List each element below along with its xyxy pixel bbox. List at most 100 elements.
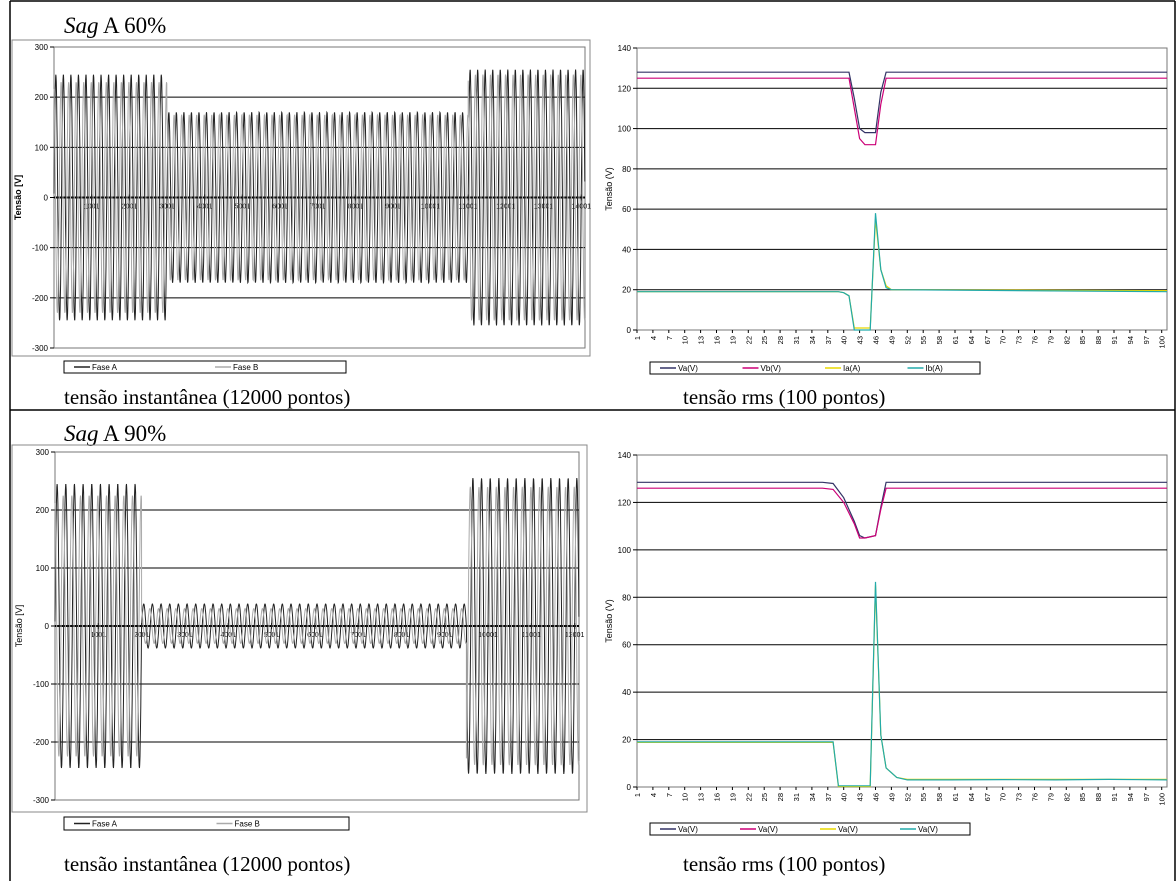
y-tick-label: 200: [35, 93, 49, 102]
x-tick-label: 91: [1110, 793, 1119, 801]
y-tick-label: 100: [618, 125, 632, 134]
x-tick-label: 13: [697, 336, 706, 344]
legend: Fase A Fase B: [63, 816, 350, 831]
x-tick-label: 40: [840, 336, 849, 344]
series-line-0: [637, 481, 1167, 539]
x-tick-label: 85: [1078, 793, 1087, 801]
x-tick-label: 88: [1094, 336, 1103, 344]
series-line-3: [637, 581, 1168, 787]
x-tick-label: 55: [919, 336, 928, 344]
legend: Va(V) Va(V) Va(V) Va(V): [649, 822, 971, 836]
x-tick-label: 67: [983, 793, 992, 801]
y-tick-label: 80: [622, 593, 631, 602]
legend-label: Va(V): [838, 825, 858, 834]
x-tick-label: 100: [1158, 336, 1167, 349]
x-tick-label: 100: [1158, 793, 1167, 806]
legend-box: [63, 816, 350, 831]
x-tick-label: 5001: [264, 632, 280, 639]
chart-1: 140 120 100 80 60 40 20 0 Tensão (V) 1 4 7 10 13 16 19 2…: [604, 44, 1168, 375]
x-tick-label: 97: [1142, 336, 1151, 344]
legend-label: Ia(A): [843, 364, 861, 373]
y-tick-label: 300: [35, 43, 49, 52]
x-tick-label: 31: [792, 793, 801, 801]
x-tick-label: 25: [760, 793, 769, 801]
frame: [9, 0, 1176, 881]
y-tick-label: 0: [627, 783, 632, 792]
x-tick-label: 16: [713, 793, 722, 801]
series-line-3: [637, 213, 1168, 331]
caption-top-right: tensão rms (100 pontos): [683, 385, 885, 409]
x-tick-label: 91: [1110, 336, 1119, 344]
legend-label: Vb(V): [761, 364, 782, 373]
x-tick-label: 34: [808, 336, 817, 344]
x-tick-label: 79: [1046, 793, 1055, 801]
x-tick-label: 9001: [437, 632, 453, 639]
x-tick-label: 19: [728, 793, 737, 801]
y-tick-label: 120: [618, 498, 632, 507]
x-tick-label: 22: [744, 336, 753, 344]
legend-label: Ib(A): [926, 364, 944, 373]
caption-top-left: tensão instantânea (12000 pontos): [64, 385, 350, 409]
legend-box: [649, 361, 981, 375]
x-tick-label: 94: [1126, 793, 1135, 801]
x-tick-label: 82: [1062, 336, 1071, 344]
x-tick-label: 4001: [220, 632, 236, 639]
y-tick-label: 140: [618, 451, 632, 460]
series-line-fase-a: [53, 69, 586, 326]
x-tick-label: 28: [776, 793, 785, 801]
x-tick-label: 43: [856, 793, 865, 801]
y-tick-label: 100: [35, 143, 49, 152]
x-tick-label: 61: [951, 336, 960, 344]
x-tick-label: 40: [840, 793, 849, 801]
x-tick-label: 7: [665, 336, 674, 340]
x-tick-label: 4: [649, 793, 658, 797]
y-tick-label: -200: [33, 738, 50, 747]
caption-bottom-left: tensão instantânea (12000 pontos): [64, 852, 350, 876]
series-line-2: [637, 219, 1168, 329]
x-tick-label: 1: [633, 336, 642, 340]
x-tick-label: 67: [983, 336, 992, 344]
panel-title-bottom: Sag A 90%: [64, 421, 166, 446]
x-tick-label: 3001: [177, 632, 193, 639]
x-tick-label: 25: [760, 336, 769, 344]
x-tick-label: 43: [856, 336, 865, 344]
y-tick-label: 80: [622, 165, 631, 174]
chart-area-border: [11, 444, 588, 813]
legend-label: Va(V): [758, 825, 778, 834]
x-tick-label: 58: [935, 336, 944, 344]
x-tick-label: 70: [999, 336, 1008, 344]
x-tick-label: 49: [887, 793, 896, 801]
x-tick-label: 55: [919, 793, 928, 801]
x-tick-label: 85: [1078, 336, 1087, 344]
y-tick-label: 0: [627, 326, 632, 335]
x-tick-label: 97: [1142, 793, 1151, 801]
x-tick-label: 8001: [394, 632, 410, 639]
x-tick-label: 64: [967, 336, 976, 344]
legend-label: Va(V): [678, 825, 698, 834]
x-tick-label: 73: [1015, 793, 1024, 801]
x-tick-label: 73: [1015, 336, 1024, 344]
x-tick-label: 49: [887, 336, 896, 344]
plot-border: [636, 47, 1168, 331]
x-tick-label: 37: [824, 793, 833, 801]
y-tick-label: 140: [618, 44, 632, 53]
series-line-fase-b: [53, 74, 586, 321]
caption-bottom-right: tensão rms (100 pontos): [683, 852, 885, 876]
x-tick-label: 7001: [350, 632, 366, 639]
series-line-0: [637, 71, 1167, 134]
x-tick-label: 4: [649, 336, 658, 340]
y-tick-label: 20: [622, 286, 631, 295]
y-tick-label: 40: [622, 688, 631, 697]
y-tick-label: 60: [622, 205, 631, 214]
x-tick-label: 19: [728, 336, 737, 344]
x-tick-label: 94: [1126, 336, 1135, 344]
legend-label: Va(V): [918, 825, 938, 834]
y-tick-label: 60: [622, 641, 631, 650]
x-tick-label: 10: [681, 336, 690, 344]
legend-box: [649, 822, 971, 836]
legend: Va(V) Vb(V) Ia(A) Ib(A): [649, 361, 981, 375]
panel-title-top: Sag A 60%: [64, 13, 166, 38]
x-tick-label: 88: [1094, 793, 1103, 801]
